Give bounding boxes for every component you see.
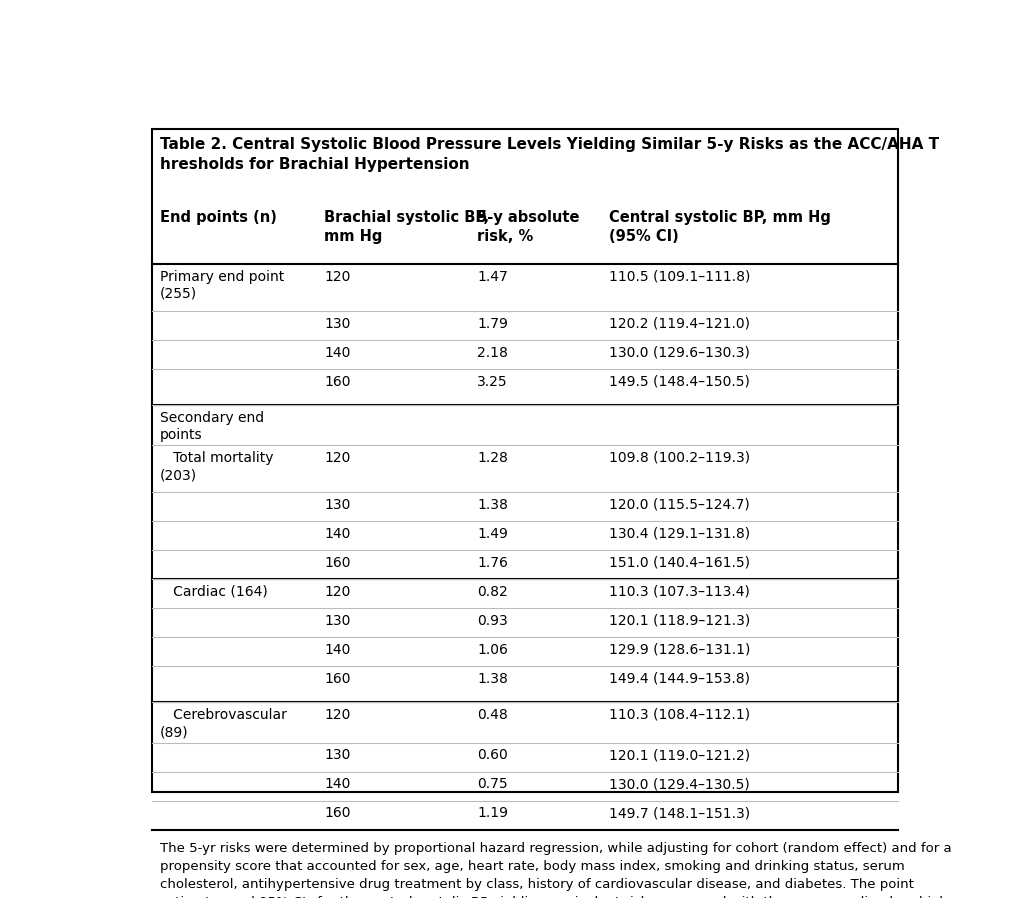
- Text: 160: 160: [324, 374, 350, 389]
- Text: 130.4 (129.1–131.8): 130.4 (129.1–131.8): [608, 527, 750, 541]
- Text: 0.48: 0.48: [477, 708, 508, 722]
- Text: 129.9 (128.6–131.1): 129.9 (128.6–131.1): [608, 643, 751, 657]
- Text: Table 2. Central Systolic Blood Pressure Levels Yielding Similar 5-y Risks as th: Table 2. Central Systolic Blood Pressure…: [160, 136, 939, 172]
- Text: Cardiac (164): Cardiac (164): [160, 585, 267, 599]
- Text: 120: 120: [324, 585, 350, 599]
- Text: 1.19: 1.19: [477, 806, 508, 820]
- Text: 120.2 (119.4–121.0): 120.2 (119.4–121.0): [608, 317, 750, 330]
- Text: 110.3 (108.4–112.1): 110.3 (108.4–112.1): [608, 708, 750, 722]
- Text: 160: 160: [324, 806, 350, 820]
- Text: 0.82: 0.82: [477, 585, 508, 599]
- Text: 140: 140: [324, 777, 350, 791]
- FancyBboxPatch shape: [152, 128, 898, 792]
- Text: 130: 130: [324, 497, 350, 512]
- Text: Brachial systolic BP,
mm Hg: Brachial systolic BP, mm Hg: [324, 210, 489, 243]
- Text: 120.1 (118.9–121.3): 120.1 (118.9–121.3): [608, 614, 750, 628]
- Text: 149.5 (148.4–150.5): 149.5 (148.4–150.5): [608, 374, 750, 389]
- Text: 151.0 (140.4–161.5): 151.0 (140.4–161.5): [608, 556, 750, 570]
- Text: 120: 120: [324, 708, 350, 722]
- Text: 0.60: 0.60: [477, 748, 508, 762]
- Text: 5-y absolute
risk, %: 5-y absolute risk, %: [477, 210, 580, 243]
- Text: 2.18: 2.18: [477, 346, 508, 359]
- Text: 140: 140: [324, 527, 350, 541]
- Text: 140: 140: [324, 346, 350, 359]
- Text: 110.5 (109.1–111.8): 110.5 (109.1–111.8): [608, 269, 751, 284]
- Text: 130: 130: [324, 317, 350, 330]
- Text: 130.0 (129.4–130.5): 130.0 (129.4–130.5): [608, 777, 750, 791]
- Text: End points (n): End points (n): [160, 210, 276, 225]
- Text: 149.7 (148.1–151.3): 149.7 (148.1–151.3): [608, 806, 750, 820]
- Text: 149.4 (144.9–153.8): 149.4 (144.9–153.8): [608, 672, 750, 686]
- Text: 160: 160: [324, 556, 350, 570]
- Text: Primary end point
(255): Primary end point (255): [160, 269, 284, 301]
- Text: 130: 130: [324, 748, 350, 762]
- Text: 120.0 (115.5–124.7): 120.0 (115.5–124.7): [608, 497, 750, 512]
- Text: 1.47: 1.47: [477, 269, 508, 284]
- Text: 1.06: 1.06: [477, 643, 508, 657]
- Text: 109.8 (100.2–119.3): 109.8 (100.2–119.3): [608, 451, 750, 465]
- Text: Secondary end
points: Secondary end points: [160, 410, 264, 442]
- Text: 130.0 (129.6–130.3): 130.0 (129.6–130.3): [608, 346, 750, 359]
- Text: 120: 120: [324, 269, 350, 284]
- Text: Total mortality
(203): Total mortality (203): [160, 451, 273, 482]
- Text: 160: 160: [324, 672, 350, 686]
- Text: 1.38: 1.38: [477, 497, 508, 512]
- Text: 1.28: 1.28: [477, 451, 508, 465]
- Text: 110.3 (107.3–113.4): 110.3 (107.3–113.4): [608, 585, 750, 599]
- Text: 1.79: 1.79: [477, 317, 508, 330]
- Text: 130: 130: [324, 614, 350, 628]
- Text: 0.93: 0.93: [477, 614, 508, 628]
- Text: 1.38: 1.38: [477, 672, 508, 686]
- Text: 3.25: 3.25: [477, 374, 508, 389]
- Text: 120.1 (119.0–121.2): 120.1 (119.0–121.2): [608, 748, 750, 762]
- Text: Cerebrovascular
(89): Cerebrovascular (89): [160, 708, 287, 739]
- Text: 1.49: 1.49: [477, 527, 508, 541]
- Text: 0.75: 0.75: [477, 777, 508, 791]
- Text: Central systolic BP, mm Hg
(95% CI): Central systolic BP, mm Hg (95% CI): [608, 210, 830, 243]
- Text: 120: 120: [324, 451, 350, 465]
- Text: The 5-yr risks were determined by proportional hazard regression, while adjustin: The 5-yr risks were determined by propor…: [160, 842, 951, 898]
- Text: 1.76: 1.76: [477, 556, 508, 570]
- Text: 140: 140: [324, 643, 350, 657]
